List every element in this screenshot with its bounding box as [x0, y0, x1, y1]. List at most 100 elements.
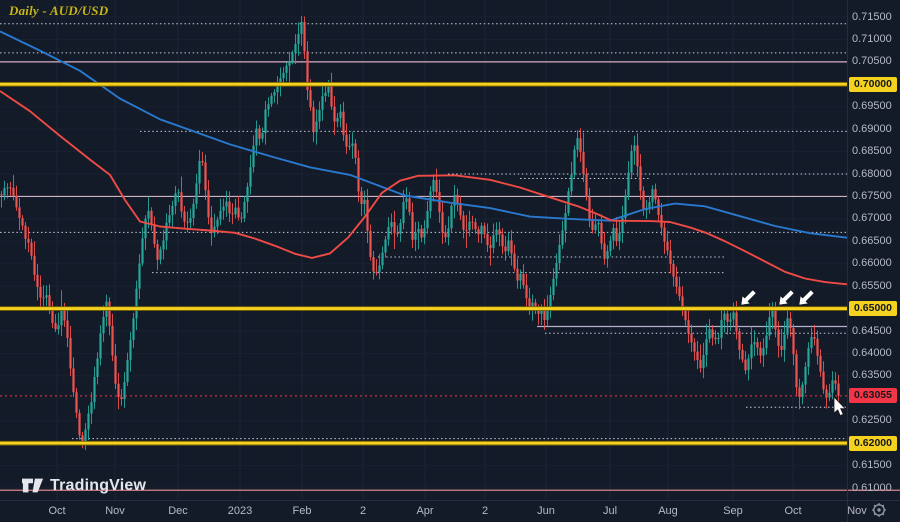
candle-body: [78, 412, 81, 436]
candle-body: [543, 308, 546, 320]
candle-body: [120, 397, 123, 400]
candle-body: [288, 61, 291, 66]
time-axis-label: Dec: [168, 505, 188, 517]
candle-body: [114, 355, 117, 384]
candle-body: [258, 128, 261, 139]
candle-body: [489, 245, 492, 248]
time-axis-label: 2: [481, 505, 489, 517]
candle-body: [147, 210, 150, 219]
candle-body: [594, 224, 597, 231]
candle-body: [300, 21, 303, 35]
candle-body: [162, 240, 165, 250]
candle-body: [450, 205, 453, 229]
candle-body: [252, 145, 255, 168]
candle-body: [798, 387, 801, 397]
candle-body: [393, 222, 396, 234]
candle-body: [18, 207, 21, 219]
candle-body: [330, 85, 333, 107]
candle-body: [585, 174, 588, 198]
candle-body: [180, 192, 183, 212]
candle-body: [69, 337, 72, 369]
candle-body: [99, 333, 102, 359]
candle-body: [633, 145, 636, 152]
candle-body: [24, 225, 27, 239]
candle-body: [552, 278, 555, 296]
candle-body: [303, 21, 306, 52]
candle-body: [375, 271, 378, 273]
last-price-badge: 0.63055: [849, 388, 897, 404]
candle-body: [231, 213, 234, 215]
tradingview-logo-icon: [22, 478, 44, 493]
candle-body: [687, 320, 690, 334]
candle-body: [333, 106, 336, 122]
candle-body: [54, 323, 57, 330]
candle-body: [297, 34, 300, 45]
candle-body: [750, 344, 753, 359]
candle-body: [468, 221, 471, 231]
time-axis-separator: [0, 500, 900, 501]
candle-body: [207, 190, 210, 218]
candle-body: [312, 107, 315, 133]
candle-body: [810, 337, 813, 348]
axis-settings-gear-icon[interactable]: [870, 501, 888, 519]
price-axis-label: 0.71500: [852, 10, 892, 23]
candle-body: [285, 65, 288, 73]
candle-body: [669, 250, 672, 264]
candle-body: [159, 249, 162, 260]
price-axis-label: 0.65500: [852, 279, 892, 292]
candle-body: [822, 371, 825, 390]
candle-body: [183, 211, 186, 222]
candle-body: [582, 151, 585, 175]
price-axis-label: 0.67000: [852, 212, 892, 225]
candle-body: [813, 337, 816, 339]
candle-body: [453, 194, 456, 206]
candle-body: [240, 217, 243, 219]
candle-body: [150, 210, 153, 225]
candle-body: [219, 210, 222, 220]
candle-body: [621, 218, 624, 233]
candle-body: [93, 377, 96, 403]
candle-body: [459, 202, 462, 216]
candle-body: [168, 215, 171, 223]
price-axis-label: 0.66500: [852, 234, 892, 247]
candle-body: [726, 313, 729, 322]
candle-body: [186, 221, 189, 223]
candle-body: [42, 297, 45, 299]
candle-body: [777, 329, 780, 346]
candle-body: [714, 337, 717, 340]
candle-body: [84, 429, 87, 444]
gridlines: [56, 0, 794, 500]
candle-body: [558, 244, 561, 263]
candle-body: [129, 339, 132, 361]
candle-body: [579, 138, 582, 152]
candle-body: [636, 145, 639, 167]
candle-body: [741, 349, 744, 360]
candle-body: [486, 234, 489, 246]
mouse-cursor-icon: [833, 396, 847, 417]
candle-body: [138, 263, 141, 289]
level-price-badge: 0.62000: [849, 435, 897, 451]
candle-body: [264, 109, 267, 134]
price-axis-separator: [847, 0, 848, 522]
price-axis-label: 0.67500: [852, 189, 892, 202]
candle-body: [774, 308, 777, 330]
candle-body: [795, 354, 798, 388]
candle-body: [438, 191, 441, 213]
candle-body: [603, 243, 606, 259]
candle-body: [342, 111, 345, 135]
candle-body: [369, 230, 372, 258]
candle-body: [519, 274, 522, 281]
candle-body: [681, 296, 684, 310]
candle-body: [651, 189, 654, 203]
candle-body: [6, 187, 9, 189]
candle-body: [663, 227, 666, 242]
tradingview-logo[interactable]: TradingView: [22, 477, 146, 495]
candle-body: [153, 224, 156, 244]
candle-body: [315, 121, 318, 133]
time-axis-label: Sep: [723, 505, 743, 517]
candle-body: [351, 143, 354, 146]
candle-body: [102, 316, 105, 334]
candle-body: [390, 222, 393, 227]
